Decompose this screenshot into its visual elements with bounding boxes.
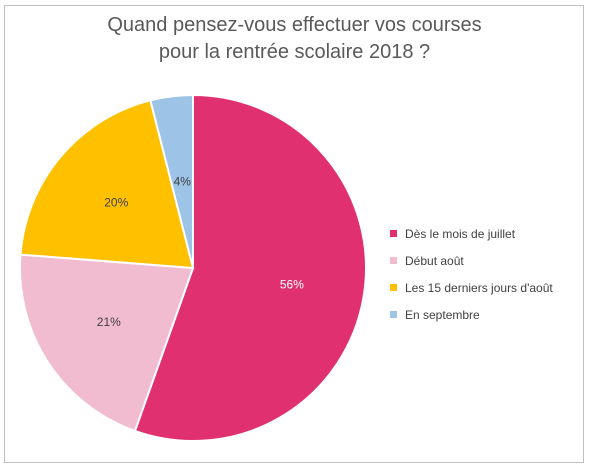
pie-slice-debut-aout <box>19 253 195 433</box>
pie-slice-en-septembre <box>149 93 194 269</box>
legend-label: Les 15 derniers jours d'août <box>405 280 553 295</box>
legend-label: Dès le mois de juillet <box>405 226 516 241</box>
pie-slice-des-le-mois-de-juillet <box>133 93 367 442</box>
legend-item-des-le-mois-de-juillet: Dès le mois de juillet <box>390 220 553 247</box>
data-label-les-15-derniers-jours-d-aout: 20% <box>104 196 128 210</box>
chart-title-line-1: Quand pensez-vous effectuer vos courses <box>107 14 482 36</box>
chart-legend: Dès le mois de juillet Début août Les 15 d… <box>390 220 553 328</box>
legend-swatch <box>390 257 397 264</box>
legend-swatch <box>390 230 397 237</box>
chart-title: Quand pensez-vous effectuer vos courses … <box>0 12 589 66</box>
legend-swatch <box>390 311 397 318</box>
legend-item-en-septembre: En septembre <box>390 301 553 328</box>
data-label-en-septembre: 4% <box>174 174 192 188</box>
pie-slice-les-15-derniers-jours-d-aout <box>19 99 195 270</box>
legend-label: En septembre <box>405 307 480 322</box>
data-label-debut-aout: 21% <box>97 315 121 329</box>
legend-item-les-15-derniers-jours-d-aout: Les 15 derniers jours d'août <box>390 274 553 301</box>
pie-data-labels: 56% 21% 20% 4% <box>97 174 304 328</box>
legend-item-debut-aout: Début août <box>390 247 553 274</box>
legend-label: Début août <box>405 253 464 268</box>
pie-slices <box>19 93 367 442</box>
legend-swatch <box>390 284 397 291</box>
data-label-des-le-mois-de-juillet: 56% <box>280 277 304 291</box>
chart-title-line-2: pour la rentrée scolaire 2018 ? <box>158 41 431 63</box>
